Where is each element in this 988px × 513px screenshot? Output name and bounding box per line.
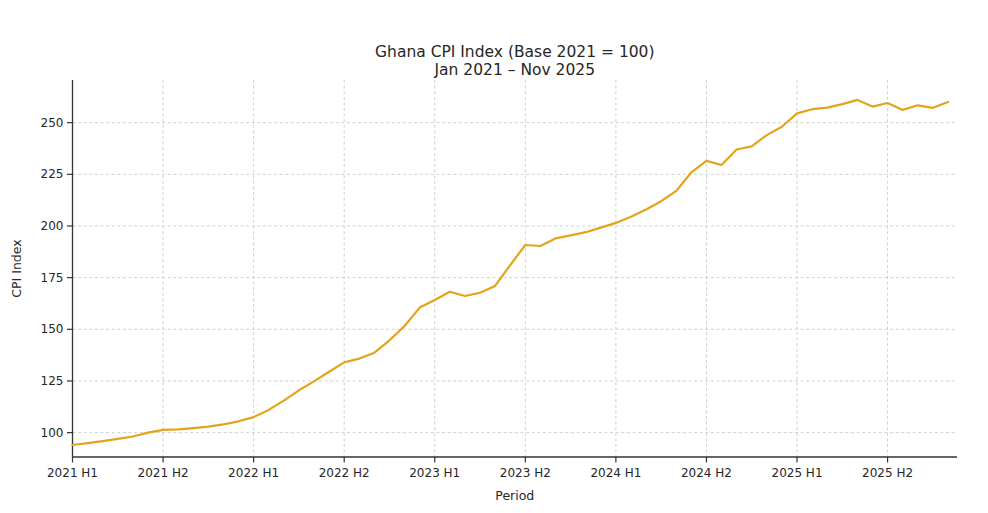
y-axis-label: CPI Index (9, 239, 24, 297)
x-axis-label: Period (495, 488, 534, 503)
cpi-chart: 100 125 150 175 200 225 250 2021 H1 2021 H2 2022 … (0, 0, 988, 513)
axes-spines (73, 80, 958, 457)
x-tick-label: 2025 H2 (862, 466, 913, 480)
x-tick-label: 2025 H1 (772, 466, 823, 480)
cpi-line-series (73, 100, 949, 445)
x-tick-label: 2024 H1 (590, 466, 641, 480)
y-tick-label: 250 (41, 116, 64, 130)
x-tick-label: 2021 H1 (47, 466, 98, 480)
x-tick-label: 2022 H2 (319, 466, 370, 480)
x-tick-label: 2022 H1 (228, 466, 279, 480)
x-tick-label: 2021 H2 (138, 466, 189, 480)
gridlines (73, 80, 958, 457)
y-tick-label: 150 (41, 322, 64, 336)
y-tick-label: 175 (41, 271, 64, 285)
x-tick-label: 2024 H2 (681, 466, 732, 480)
x-tick-label: 2023 H1 (409, 466, 460, 480)
y-tick-label: 200 (41, 219, 64, 233)
x-tick-label: 2023 H2 (500, 466, 551, 480)
chart-title: Ghana CPI Index (Base 2021 = 100) (375, 43, 654, 61)
y-tick-label: 225 (41, 167, 64, 181)
chart-subtitle: Jan 2021 – Nov 2025 (434, 61, 596, 79)
y-tick-label: 100 (41, 426, 64, 440)
y-tick-label: 125 (41, 374, 64, 388)
figure: 100 125 150 175 200 225 250 2021 H1 2021 H2 2022 … (0, 0, 988, 513)
tick-labels: 100 125 150 175 200 225 250 2021 H1 2021 H2 2022 … (41, 116, 913, 480)
